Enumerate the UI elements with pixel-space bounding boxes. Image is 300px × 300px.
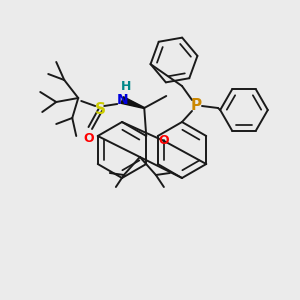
Text: O: O	[159, 134, 170, 146]
Text: P: P	[190, 98, 202, 113]
Polygon shape	[121, 97, 144, 109]
Text: N: N	[116, 93, 128, 107]
Text: H: H	[121, 80, 131, 92]
Text: S: S	[95, 103, 106, 118]
Text: O: O	[83, 131, 94, 145]
